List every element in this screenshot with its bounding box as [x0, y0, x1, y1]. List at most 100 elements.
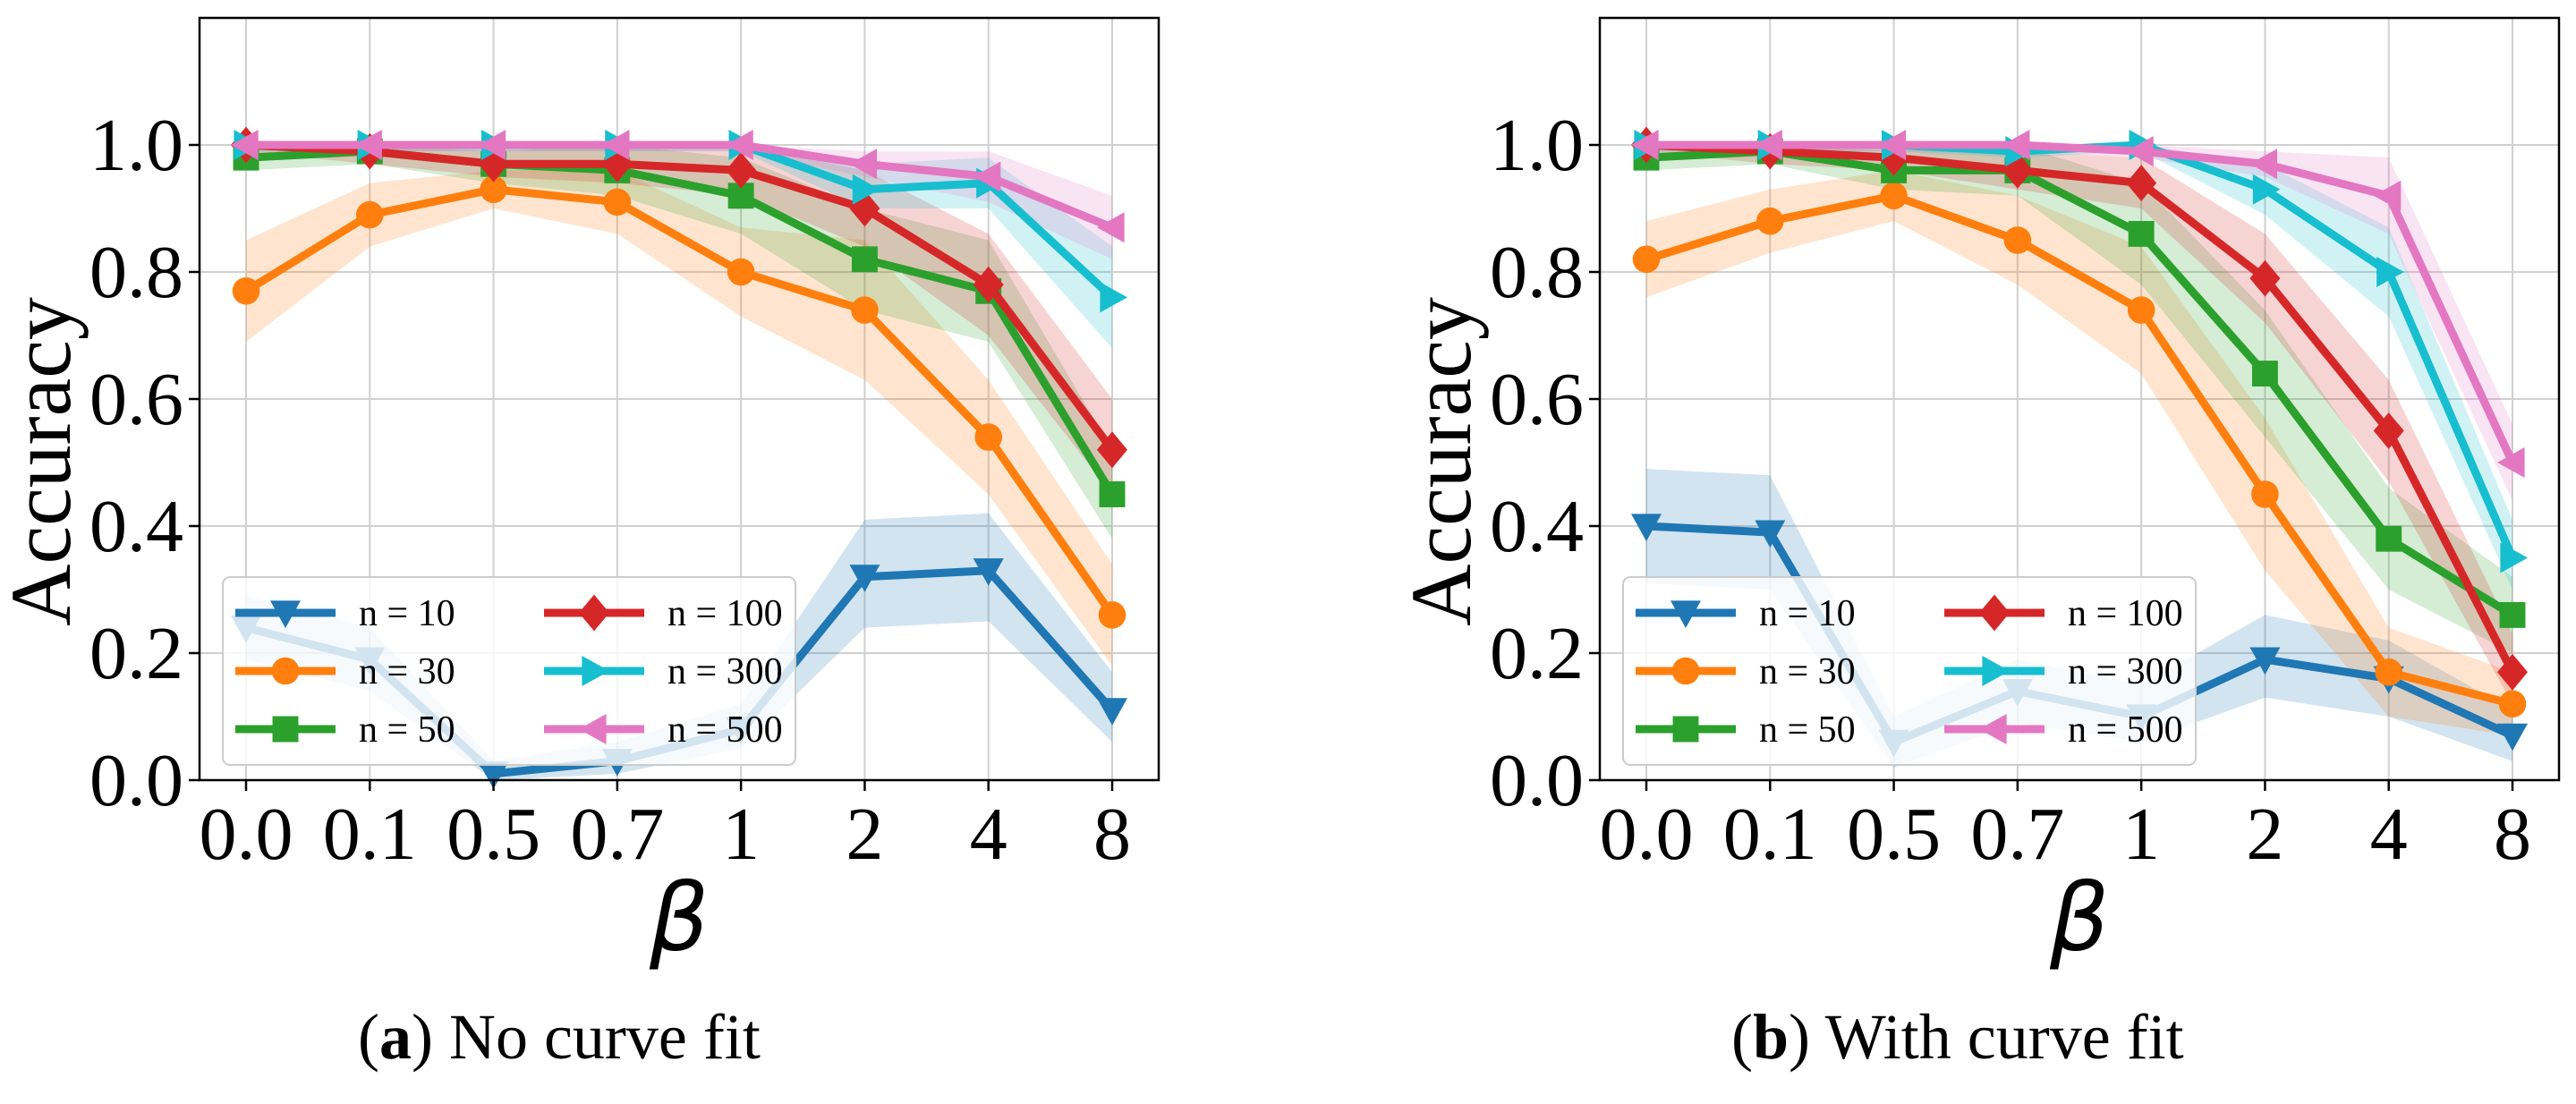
- x-tick-label: 0.7: [570, 793, 664, 876]
- data-point: [2500, 542, 2528, 573]
- legend-marker: [1671, 600, 1701, 628]
- series-line: [246, 140, 1114, 232]
- legend-entry: n = 30: [1636, 651, 1856, 692]
- data-point: [2249, 259, 2281, 297]
- x-tick-label: 0.1: [1723, 793, 1817, 876]
- data-point: [603, 188, 632, 217]
- x-tick-label: 2: [2246, 793, 2283, 876]
- series-n-500: [1631, 130, 2525, 478]
- data-point: [480, 175, 507, 203]
- confidence-band: [246, 170, 1112, 667]
- data-point: [355, 200, 384, 229]
- caption-a-label: a: [378, 1001, 412, 1073]
- data-point: [1099, 481, 1126, 507]
- caption-b-label: b: [1752, 1001, 1790, 1073]
- series-n-30: [1632, 182, 2527, 718]
- data-point: [2373, 180, 2402, 211]
- data-point: [2375, 658, 2403, 686]
- confidence-band: [246, 513, 1112, 780]
- x-tick-label: 0.0: [200, 793, 293, 876]
- legend-label: n = 10: [359, 593, 455, 634]
- y-tick-label: 0.4: [89, 485, 183, 568]
- y-tick-label: 0.4: [1490, 485, 1584, 568]
- data-point: [973, 266, 1004, 303]
- x-tick-label: 4: [2370, 793, 2408, 876]
- legend-label: n = 500: [2068, 709, 2183, 751]
- data-point: [2251, 361, 2278, 387]
- x-tick-label: 2: [846, 793, 883, 876]
- legend-entry: n = 30: [235, 651, 455, 692]
- legend-marker: [579, 714, 607, 744]
- legend-box: [1622, 576, 2197, 766]
- series-line: [1646, 140, 2517, 464]
- legend-entry: n = 500: [544, 709, 783, 751]
- data-point: [726, 130, 753, 160]
- series-n-30: [232, 175, 1126, 629]
- confidence-band: [1646, 170, 2512, 736]
- y-tick-label: 0.8: [1490, 231, 1584, 314]
- legend-marker: [1979, 594, 2010, 632]
- data-point: [478, 130, 506, 160]
- chart-b: 0.0 0.1 0.5 0.7 1 2 4 8 0.0 0.2 0.4 0.6 0.8 1.0 Accura…: [1393, 16, 2561, 972]
- series-line: [1645, 191, 2514, 709]
- data-point: [849, 565, 880, 592]
- data-point: [2126, 165, 2157, 201]
- confidence-band: [246, 145, 1112, 539]
- data-point: [973, 558, 1004, 586]
- legend-entry: n = 50: [235, 709, 455, 751]
- confidence-band: [246, 145, 1112, 259]
- data-point: [1755, 520, 1786, 548]
- data-point: [2249, 149, 2278, 180]
- data-point: [2128, 220, 2155, 247]
- x-tick-label: 0.7: [1970, 793, 2064, 876]
- data-point: [727, 183, 754, 209]
- confidence-band: [246, 145, 1112, 495]
- legend-entry: n = 100: [544, 593, 783, 634]
- data-point: [1756, 207, 1784, 235]
- data-point: [1097, 212, 1125, 243]
- legend-label: n = 100: [667, 593, 783, 634]
- legend-marker: [579, 594, 609, 632]
- data-point: [849, 149, 878, 180]
- data-point: [2002, 130, 2030, 160]
- legend-marker: [271, 657, 300, 685]
- data-point: [478, 761, 509, 789]
- series-n-500: [231, 130, 1125, 243]
- legend-label: n = 50: [359, 709, 455, 751]
- y-tick-label: 1.0: [1490, 104, 1584, 187]
- y-axis-label: Accuracy: [1393, 297, 1489, 626]
- data-point: [727, 258, 755, 286]
- series-n-100: [231, 126, 1127, 469]
- confidence-band: [1646, 145, 2512, 704]
- confidence-bands: [246, 145, 1112, 780]
- data-point: [2249, 647, 2281, 675]
- legend-box: [222, 576, 796, 766]
- y-tick-label: 0.2: [1490, 612, 1584, 695]
- x-axis-label: β: [649, 863, 709, 972]
- data-point: [232, 277, 260, 305]
- data-point: [726, 152, 757, 189]
- data-point: [2498, 690, 2527, 718]
- series-line: [243, 185, 1116, 617]
- data-point: [2376, 257, 2404, 287]
- legend-marker: [1982, 656, 2010, 686]
- data-point: [1097, 698, 1127, 726]
- data-point: [601, 145, 633, 183]
- data-point: [1100, 282, 1127, 313]
- legend-marker: [1979, 714, 2007, 744]
- data-point: [1097, 431, 1127, 469]
- data-point: [478, 145, 509, 183]
- data-point: [2376, 525, 2402, 552]
- x-tick-label: 1: [2122, 793, 2160, 876]
- y-tick-label: 0.6: [1490, 358, 1584, 441]
- legend-label: n = 100: [2068, 593, 2183, 634]
- data-point: [1878, 130, 1907, 160]
- confidence-band: [1646, 145, 2512, 653]
- legend-label: n = 300: [2068, 651, 2183, 692]
- data-point: [973, 161, 1001, 192]
- legend-label: n = 30: [359, 651, 455, 692]
- data-point: [2251, 480, 2279, 508]
- data-point: [2497, 723, 2528, 752]
- x-tick-label: 8: [1093, 793, 1131, 876]
